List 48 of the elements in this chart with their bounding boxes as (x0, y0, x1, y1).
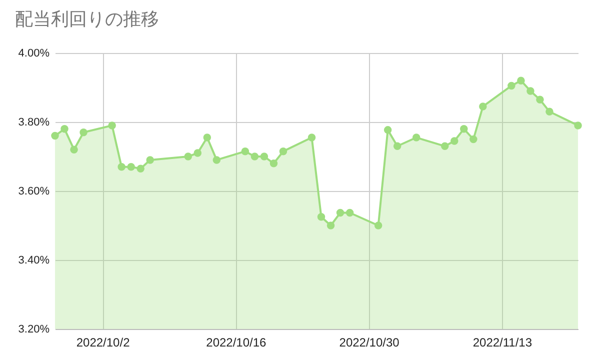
point (574, 122, 582, 130)
point (508, 82, 516, 90)
point (326, 222, 335, 230)
point (346, 208, 354, 217)
y-tick-label: 3.40% (18, 254, 50, 266)
point (336, 208, 344, 217)
point (374, 222, 382, 230)
point (393, 142, 402, 150)
point (250, 152, 259, 160)
point (184, 152, 192, 160)
x-tick-label: 2022/11/13 (472, 336, 532, 350)
point (517, 76, 525, 84)
point (536, 96, 544, 104)
x-tick-label: 2022/10/2 (76, 336, 130, 350)
point (203, 134, 212, 142)
point (194, 149, 202, 157)
point (317, 213, 326, 221)
point (212, 156, 221, 164)
point (260, 152, 268, 160)
point (479, 102, 487, 110)
point (108, 122, 116, 130)
point (146, 156, 154, 164)
point (526, 87, 534, 95)
chart-title: 配当利回りの推移 (15, 9, 159, 30)
point (308, 134, 316, 142)
point (51, 132, 59, 140)
point (270, 160, 278, 168)
y-tick-label: 3.60% (18, 186, 50, 198)
y-tick-label: 4.00% (18, 48, 50, 60)
point (279, 147, 288, 156)
point (136, 164, 144, 172)
point (546, 108, 554, 116)
point (470, 135, 478, 144)
x-tick-label: 2022/10/30 (339, 336, 400, 350)
point (384, 126, 392, 134)
point (450, 137, 458, 145)
point (127, 162, 135, 171)
point (60, 125, 68, 133)
x-tick-label: 2022/10/16 (206, 336, 267, 350)
y-tick-label: 3.80% (18, 116, 50, 128)
point (118, 162, 126, 171)
point (412, 134, 420, 142)
y-tick-label: 3.20% (18, 324, 50, 336)
point (70, 146, 78, 154)
point (80, 128, 88, 136)
point (241, 147, 250, 156)
point (441, 142, 449, 150)
point (460, 125, 468, 133)
